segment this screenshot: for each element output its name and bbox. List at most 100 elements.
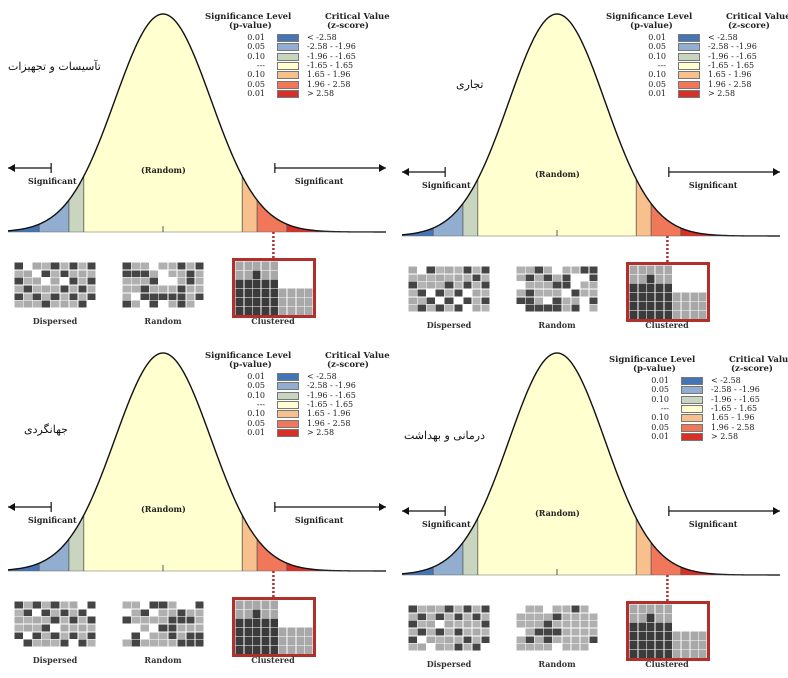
map-polygon — [681, 622, 691, 632]
map-polygon — [122, 285, 132, 294]
map-polygon — [435, 612, 445, 621]
map-polygon — [579, 289, 590, 298]
legend-zscore: 1.65 - 1.96 — [307, 409, 351, 419]
random-pattern-map — [516, 266, 598, 312]
map-polygon — [32, 269, 42, 278]
legend-swatch — [277, 61, 299, 70]
map-polygon — [278, 609, 288, 619]
map-polygon — [552, 281, 563, 290]
dispersed-label: Dispersed — [32, 655, 78, 665]
map-polygon — [295, 627, 305, 637]
map-polygon — [453, 620, 464, 629]
map-polygon — [534, 620, 544, 629]
map-polygon — [698, 649, 707, 658]
map-polygon — [149, 292, 159, 301]
map-polygon — [516, 304, 526, 312]
map-polygon — [570, 266, 581, 275]
legend-critical-header: Critical Value — [726, 12, 788, 22]
map-polygon — [176, 300, 187, 308]
legend-zscore: -1.65 - 1.65 — [307, 399, 354, 409]
map-polygon — [417, 612, 427, 621]
map-polygon — [408, 612, 418, 621]
map-polygon — [561, 296, 572, 305]
map-polygon — [77, 285, 88, 294]
map-polygon — [698, 310, 707, 319]
legend-swatch — [678, 71, 700, 80]
map-polygon — [77, 269, 88, 278]
curve-band-4 — [477, 14, 637, 236]
map-polygon — [525, 289, 535, 298]
map-polygon — [579, 266, 590, 275]
map-polygon — [287, 297, 297, 307]
map-polygon — [629, 604, 639, 614]
map-polygon — [516, 273, 526, 282]
map-polygon — [435, 289, 445, 298]
map-polygon — [77, 292, 88, 301]
map-polygon — [68, 269, 79, 278]
map-polygon — [637, 649, 647, 658]
map-polygon — [543, 628, 553, 637]
map-polygon — [462, 296, 473, 305]
map-polygon — [14, 269, 24, 278]
map-polygon — [579, 304, 590, 312]
map-polygon — [235, 618, 245, 628]
map-polygon — [41, 269, 51, 278]
map-polygon — [471, 273, 482, 282]
legend-pvalue: --- — [660, 403, 669, 413]
map-polygon — [435, 635, 445, 644]
legend-swatch — [277, 382, 299, 391]
map-polygon — [579, 281, 590, 290]
map-polygon — [655, 301, 665, 311]
map-polygon — [480, 635, 490, 644]
curve-band-5 — [242, 515, 258, 571]
map-polygon — [140, 631, 150, 640]
map-polygon — [140, 262, 150, 271]
map-polygon — [655, 640, 665, 650]
map-polygon — [646, 292, 656, 302]
map-polygon — [543, 273, 553, 282]
legend-swatch — [678, 52, 700, 61]
map-polygon — [167, 608, 178, 617]
random-region-label: (Random) — [141, 165, 186, 175]
map-polygon — [462, 628, 473, 637]
map-polygon — [534, 266, 544, 275]
map-polygon — [252, 297, 262, 307]
map-polygon — [435, 304, 445, 312]
map-polygon — [131, 285, 141, 294]
map-polygon — [543, 289, 553, 298]
map-polygon — [408, 605, 418, 614]
map-polygon — [689, 649, 699, 658]
map-polygon — [140, 601, 150, 610]
curve-band-3 — [462, 518, 478, 575]
legend-zscore: -1.96 - -1.65 — [307, 390, 356, 400]
map-polygon — [435, 266, 445, 275]
map-polygon — [552, 635, 563, 644]
map-polygon — [453, 296, 464, 305]
map-polygon — [167, 639, 178, 647]
map-polygon — [525, 635, 535, 644]
legend-pvalue: 0.01 — [247, 427, 265, 437]
map-polygon — [655, 649, 665, 658]
map-polygon — [185, 631, 196, 640]
map-polygon — [131, 601, 141, 610]
map-polygon — [194, 601, 204, 610]
map-polygon — [269, 645, 279, 654]
map-polygon — [681, 283, 691, 293]
map-polygon — [444, 266, 455, 275]
legend-pvalue: 0.01 — [247, 372, 265, 381]
map-polygon — [287, 609, 297, 619]
map-polygon — [41, 631, 51, 640]
map-polygon — [698, 292, 707, 302]
map-polygon — [629, 265, 639, 275]
map-polygon — [646, 283, 656, 293]
map-polygon — [122, 624, 132, 633]
map-polygon — [444, 605, 455, 614]
legend-pvalue: 0.01 — [651, 431, 669, 441]
map-polygon — [698, 301, 707, 311]
map-polygon — [194, 262, 204, 271]
map-polygon — [426, 266, 436, 275]
map-polygon — [426, 612, 436, 621]
map-polygon — [304, 600, 313, 610]
legend-pvalue: 0.01 — [648, 33, 666, 42]
legend-zscore: -1.96 - -1.65 — [708, 51, 757, 61]
